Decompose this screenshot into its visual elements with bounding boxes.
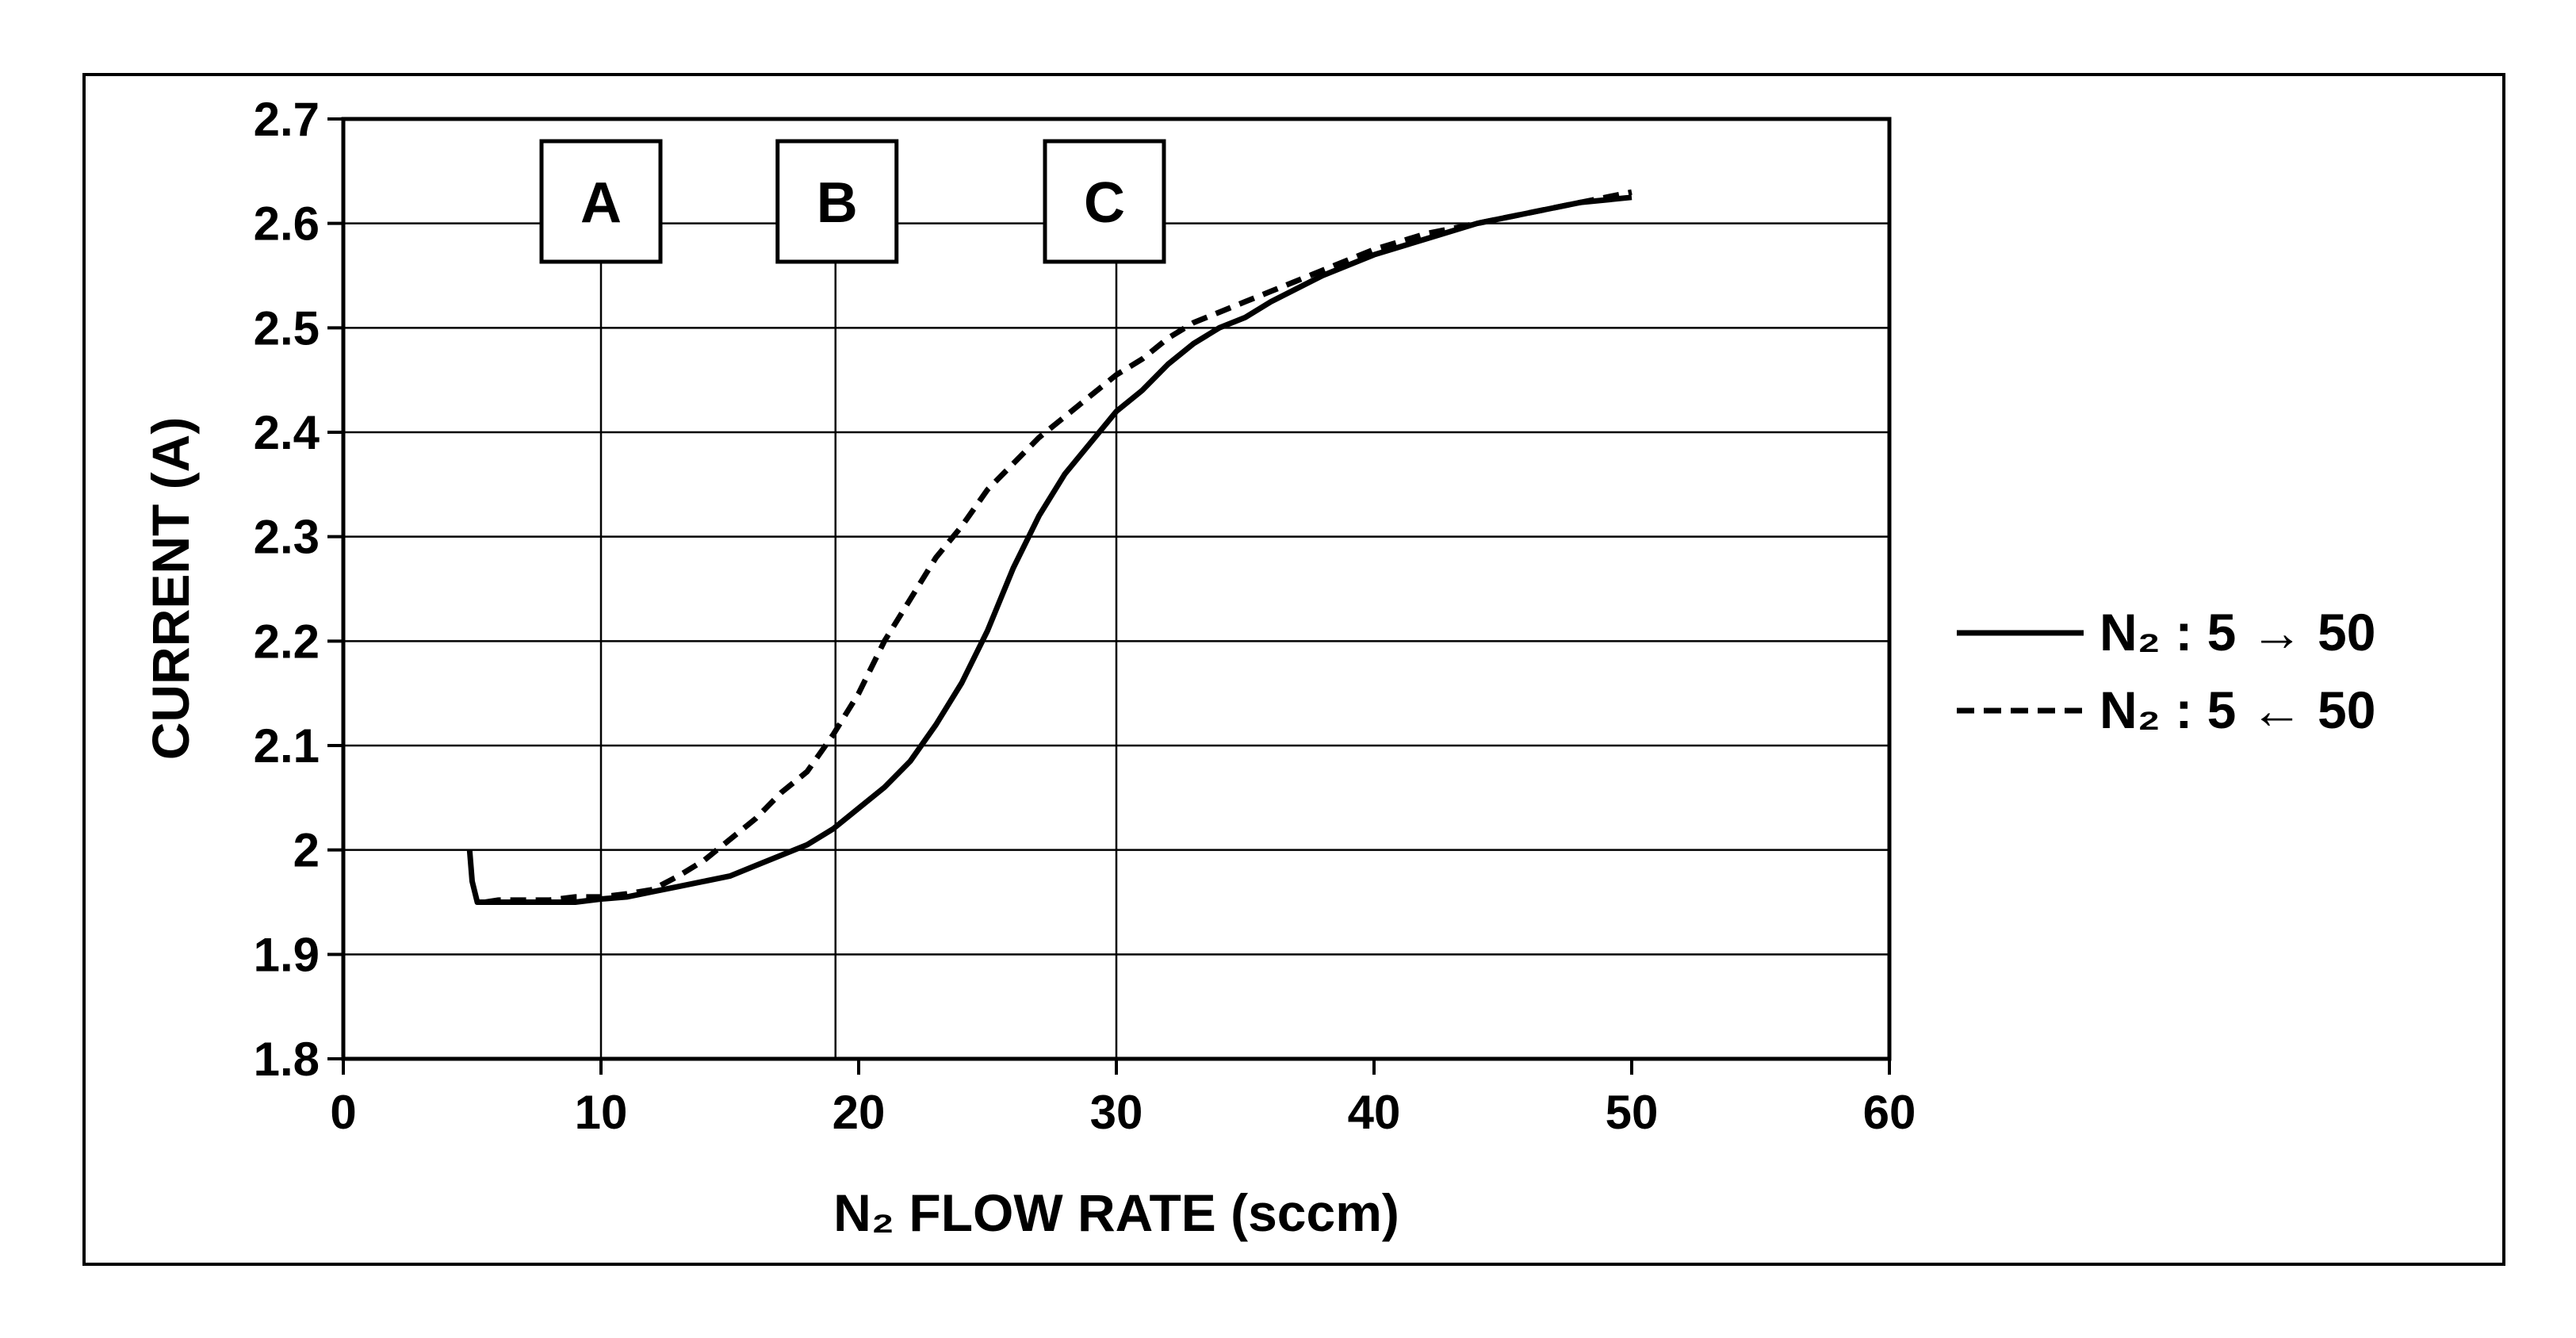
x-tick-label: 10 [575, 1086, 628, 1139]
series-lines [469, 192, 1632, 902]
outer-frame [84, 75, 2504, 1264]
y-tick-label: 2.6 [254, 197, 320, 251]
y-tick-label: 1.8 [254, 1033, 320, 1086]
marker-label: B [817, 171, 858, 235]
y-tick-label: 1.9 [254, 928, 320, 981]
y-tick-label: 2.7 [254, 93, 320, 146]
legend-label-1: N₂ : 5 → 50 [2099, 603, 2375, 661]
marker-label: A [580, 171, 622, 235]
markers: A B C [542, 141, 1164, 1059]
x-tick-label: 20 [833, 1086, 886, 1139]
marker-label: C [1084, 171, 1125, 235]
y-axis-title: CURRENT (A) [141, 417, 200, 761]
y-tick-label: 2.2 [254, 615, 320, 668]
x-tick-label: 60 [1863, 1086, 1916, 1139]
x-tick-label: 0 [330, 1086, 356, 1139]
x-tick-label: 40 [1348, 1086, 1401, 1139]
y-tick-label: 2.4 [254, 406, 320, 459]
x-tick-label: 50 [1606, 1086, 1659, 1139]
y-tick-label: 2.1 [254, 719, 320, 773]
x-tick-label: 30 [1090, 1086, 1143, 1139]
y-tick-label: 2.5 [254, 301, 320, 355]
y-tick-label: 2 [293, 824, 320, 877]
y-tick-label: 2.3 [254, 511, 320, 564]
x-axis-title: N₂ FLOW RATE (sccm) [833, 1183, 1399, 1242]
legend: N₂ : 5 → 50 N₂ : 5 ← 50 [1957, 603, 2375, 739]
series-line-2 [485, 192, 1632, 902]
series-line-1 [469, 197, 1632, 903]
legend-label-2: N₂ : 5 ← 50 [2099, 681, 2375, 739]
